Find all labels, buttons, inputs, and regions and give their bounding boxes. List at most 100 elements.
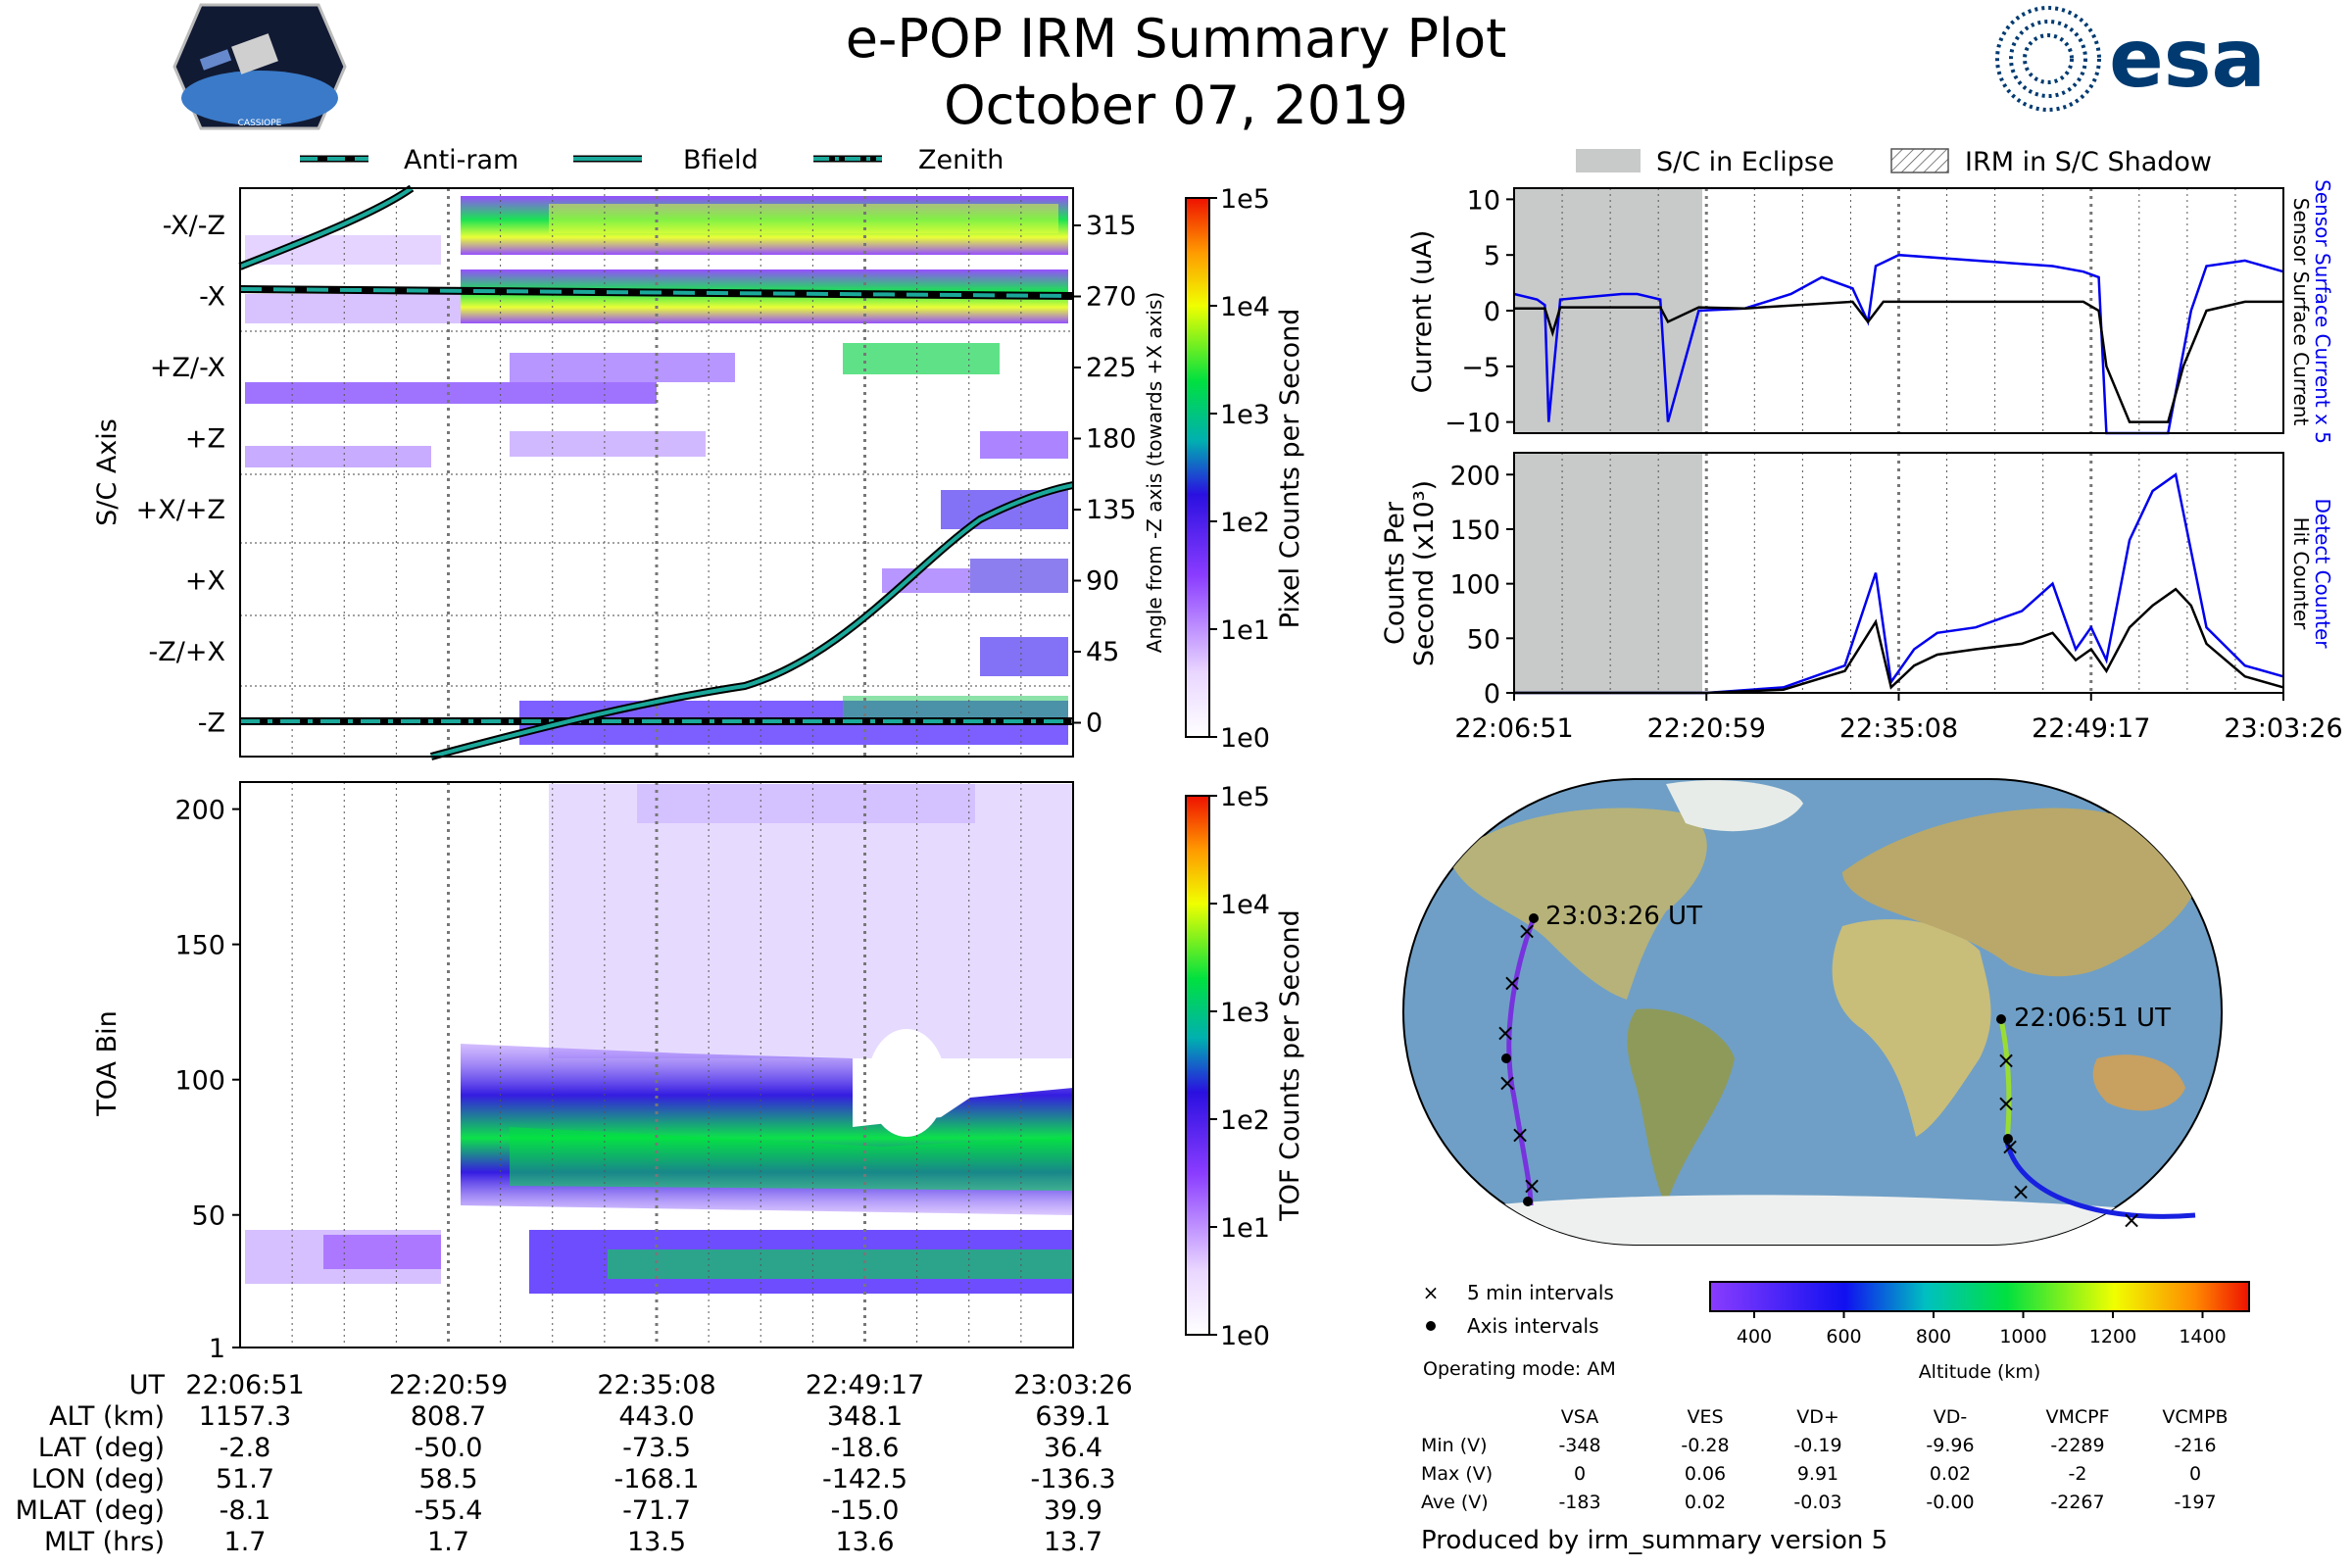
voltage-header: VSA: [1561, 1406, 1598, 1428]
current-right-label-1: Sensor Surface Current x 5: [2311, 179, 2334, 444]
orbit-cell: -73.5: [622, 1433, 691, 1463]
altitude-tick-label: 400: [1737, 1326, 1772, 1348]
toa-tick-label: 50: [192, 1201, 225, 1232]
voltage-cell: -0.00: [1926, 1492, 1974, 1513]
voltage-header: VMCPF: [2045, 1406, 2109, 1428]
pixel-axis-label: -Z/+X: [149, 637, 225, 667]
series-blue: [1514, 472, 2284, 695]
orbit-cell: 13.6: [835, 1527, 894, 1557]
cassiope-logo: CASSIOPE: [172, 3, 347, 130]
orbit-cell: 443.0: [618, 1401, 694, 1432]
orbit-cell: 808.7: [411, 1401, 486, 1432]
voltage-cell: -183: [1558, 1492, 1600, 1513]
orbit-cell: 22:35:08: [597, 1370, 715, 1400]
orbit-row-header: MLAT (deg): [16, 1495, 165, 1526]
current-right-label-2: Sensor Surface Current: [2289, 198, 2313, 426]
voltage-cell: -0.19: [1793, 1435, 1841, 1456]
orbit-cell: 22:20:59: [389, 1370, 508, 1400]
orbit-cell: 22:49:17: [806, 1370, 924, 1400]
operating-mode: Operating mode: AM: [1423, 1358, 1616, 1380]
voltage-cell: 0.02: [1685, 1492, 1726, 1513]
voltage-cell: 0: [1574, 1463, 1586, 1485]
altitude-tick-label: 1000: [1999, 1326, 2046, 1348]
pixel-axis-label: -Z: [198, 709, 225, 739]
voltage-cell: -9.96: [1926, 1435, 1974, 1456]
x-tick-label: 22:35:08: [1839, 713, 1958, 744]
colorbar-tick-label: 1e4: [1220, 890, 1270, 920]
legend-shadow: IRM in S/C Shadow: [1965, 147, 2212, 177]
orbit-cell: 58.5: [418, 1464, 477, 1494]
orbit-cell: 36.4: [1044, 1433, 1102, 1463]
voltage-cell: -2: [2069, 1463, 2087, 1485]
pixel-colorbar: 1e5 1e4 1e3 1e2 1e1 1e0 Pixel Counts per Seco…: [1185, 184, 1305, 754]
orbit-cell: 23:03:26: [1013, 1370, 1132, 1400]
orbit-cell: -168.1: [613, 1464, 699, 1494]
voltage-header: VCMPB: [2162, 1406, 2228, 1428]
colorbar-tick-label: 1e2: [1220, 1105, 1270, 1136]
altitude-tick-label: 800: [1916, 1326, 1951, 1348]
five-min-marker: ×: [1497, 1069, 1517, 1097]
pixel-axis-label: +X: [185, 566, 225, 597]
colorbar-tick-label: 1e1: [1220, 615, 1270, 646]
orbit-cell: 51.7: [216, 1464, 274, 1494]
colorbar-tick-label: 1e1: [1220, 1213, 1270, 1244]
y-tick-label: 10: [1467, 185, 1500, 216]
y-tick-label: 0: [1484, 679, 1500, 710]
voltage-cell: 9.91: [1797, 1463, 1838, 1485]
orbit-cell: -55.4: [415, 1495, 483, 1526]
orbit-cell: -2.8: [220, 1433, 271, 1463]
orbit-cell: -50.0: [415, 1433, 483, 1463]
current-panel: 10 5 0 −5 −10 Current (uA) Sensor Surface Cu…: [1407, 179, 2334, 444]
orbit-cell: -136.3: [1030, 1464, 1115, 1494]
voltage-cell: 0.02: [1930, 1463, 1971, 1485]
orbit-map: ××××××××××× 23:03:26 UT 22:06:51 UT: [1402, 778, 2223, 1246]
orbit-row-header: LAT (deg): [38, 1433, 165, 1463]
toa-tick-label: 100: [174, 1066, 225, 1097]
colorbar-tick-label: 1e0: [1220, 1321, 1270, 1351]
y-tick-label: 200: [1449, 461, 1500, 491]
five-min-marker: ×: [1502, 969, 1522, 997]
x-tick-label: 22:20:59: [1647, 713, 1766, 744]
voltage-header: VD+: [1796, 1406, 1839, 1428]
toa-panel: 200 150 100 50 1 TOA Bin: [92, 781, 1074, 1364]
y-tick-label: 150: [1449, 515, 1500, 546]
orbit-cell: 39.9: [1044, 1495, 1102, 1526]
page-date: October 07, 2019: [944, 74, 1408, 136]
counts-right-label-1: Detect Counter: [2311, 499, 2334, 650]
colorbar-tick-label: 1e5: [1220, 184, 1270, 215]
legend-top: Anti-ram Bfield Zenith: [300, 145, 1004, 175]
pixel-panel: -X/-Z -X +Z/-X +Z +X/+Z +X -Z/+X -Z 315 270 225 18…: [92, 184, 1166, 760]
toa-tick-label: 150: [174, 931, 225, 961]
colorbar-tick-label: 1e5: [1220, 782, 1270, 812]
pixel-axis-label: -X: [199, 282, 225, 313]
toa-colorbar-label: TOF Counts per Second: [1275, 909, 1305, 1222]
voltage-row-label: Ave (V): [1421, 1492, 1489, 1513]
legend-zenith: Zenith: [918, 145, 1004, 175]
orbit-cell: 348.1: [827, 1401, 903, 1432]
y-tick-label: 50: [1467, 624, 1500, 655]
x-tick-label: 22:06:51: [1454, 713, 1573, 744]
altitude-colorbar: 400 600 800 1000 1200 1400 Altitude (km): [1709, 1281, 2250, 1383]
orbit-cell: -142.5: [822, 1464, 907, 1494]
pixel-right-tick-label: 45: [1086, 637, 1119, 667]
toa-colorbar: 1e5 1e4 1e3 1e2 1e1 1e0 TOF Counts per Second: [1185, 782, 1305, 1351]
voltage-cell: -2267: [2050, 1492, 2104, 1513]
series-black: [1514, 300, 2283, 423]
five-min-marker: ×: [1517, 917, 1537, 945]
pixel-axis-label: +Z: [185, 424, 225, 455]
x-tick-label: 22:49:17: [2032, 713, 2150, 744]
orbit-cell: 639.1: [1035, 1401, 1110, 1432]
pixel-ylabel: S/C Axis: [92, 418, 122, 526]
y-tick-label: 0: [1484, 297, 1500, 327]
five-min-marker: ×: [2011, 1178, 2031, 1205]
altitude-label: Altitude (km): [1919, 1361, 2041, 1383]
footer-text: Produced by irm_summary version 5: [1421, 1526, 1887, 1555]
pixel-right-tick-label: 90: [1086, 566, 1119, 597]
counts-ylabel-1: Counts Per: [1380, 501, 1410, 645]
voltage-row-label: Max (V): [1421, 1463, 1493, 1485]
voltage-cell: -197: [2174, 1492, 2216, 1513]
pixel-colorbar-label: Pixel Counts per Second: [1275, 309, 1305, 629]
current-ylabel: Current (uA): [1407, 230, 1438, 394]
